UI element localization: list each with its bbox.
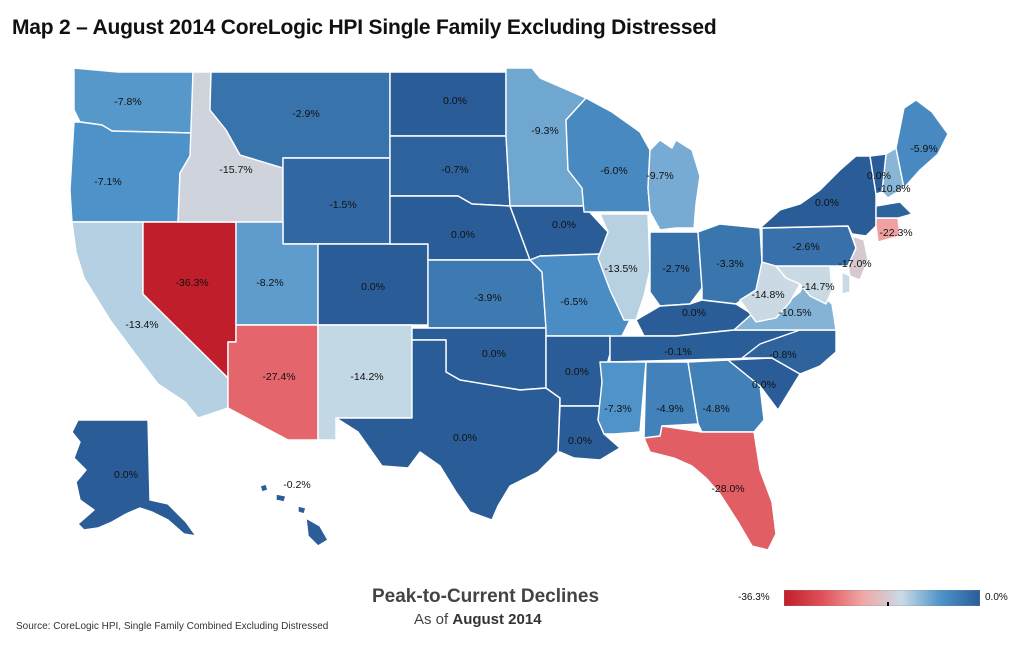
state-label-ia: 0.0% (552, 219, 576, 231)
state-label-al: -4.9% (656, 403, 683, 415)
state-fl (643, 425, 777, 551)
state-label-mo: -6.5% (560, 296, 587, 308)
state-label-nj: -17.0% (838, 258, 871, 270)
map-title: Map 2 – August 2014 CoreLogic HPI Single… (12, 16, 717, 39)
state-ak (71, 419, 197, 537)
state-label-ga: -4.8% (702, 403, 729, 415)
state-label-ny: 0.0% (815, 197, 839, 209)
state-label-ct: -22.3% (879, 227, 912, 239)
state-label-pa: -2.6% (792, 241, 819, 253)
state-label-nc: -0.8% (769, 349, 796, 361)
legend-color-bar (784, 590, 980, 606)
state-label-sd: -0.7% (441, 164, 468, 176)
state-label-co: 0.0% (361, 281, 385, 293)
state-de (841, 271, 851, 295)
state-label-fl: -28.0% (711, 483, 744, 495)
state-label-ks: -3.9% (474, 292, 501, 304)
state-label-ms: -7.3% (604, 403, 631, 415)
state-label-id: -15.7% (219, 164, 252, 176)
legend-subtitle: As of August 2014 (414, 611, 542, 628)
state-tx (335, 339, 561, 521)
state-label-nv: -36.3% (175, 277, 208, 289)
state-label-sc: 0.0% (752, 379, 776, 391)
state-label-ar: 0.0% (565, 366, 589, 378)
legend-max-label: 0.0% (985, 592, 1008, 603)
state-label-wv: -14.8% (751, 289, 784, 301)
state-label-ky: 0.0% (682, 307, 706, 319)
state-label-ak: 0.0% (114, 469, 138, 481)
state-label-tn: -0.1% (664, 346, 691, 358)
source-note: Source: CoreLogic HPI, Single Family Com… (16, 621, 329, 632)
state-label-az: -27.4% (262, 371, 295, 383)
state-mi (647, 139, 701, 231)
state-label-in: -2.7% (662, 263, 689, 275)
state-label-wy: -1.5% (329, 199, 356, 211)
state-ny (759, 155, 877, 237)
state-label-vt: 0.0% (867, 170, 891, 182)
state-label-mn: -9.3% (531, 125, 558, 137)
state-ms (597, 361, 647, 435)
state-label-ne: 0.0% (451, 229, 475, 241)
state-label-nm: -14.2% (350, 371, 383, 383)
state-hi (259, 483, 329, 547)
state-vt (869, 153, 887, 195)
legend-title: Peak-to-Current Declines (372, 586, 600, 607)
state-label-mt: -2.9% (292, 108, 319, 120)
state-label-or: -7.1% (94, 176, 121, 188)
state-il (597, 213, 651, 321)
state-nc (741, 329, 837, 375)
state-label-wi: -6.0% (600, 165, 627, 177)
state-label-ca: -13.4% (125, 319, 158, 331)
state-md (775, 265, 833, 305)
state-me (895, 99, 949, 189)
state-or (69, 121, 194, 223)
state-label-oh: -3.3% (716, 258, 743, 270)
state-label-ut: -8.2% (256, 277, 283, 289)
state-label-me: -5.9% (910, 143, 937, 155)
state-label-nh: -10.8% (877, 183, 910, 195)
labels-layer: -7.8% -7.1% -13.4% -36.3% -15.7% -2.9% -1.5% -8… (94, 95, 937, 495)
state-label-il: -13.5% (604, 263, 637, 275)
legend-min-label: -36.3% (738, 592, 770, 603)
state-label-tx: 0.0% (453, 432, 477, 444)
state-label-la: 0.0% (568, 435, 592, 447)
state-nj (847, 235, 869, 281)
state-label-mi: -9.7% (646, 170, 673, 182)
states-layer (69, 67, 949, 551)
legend-subtitle-prefix: As of (414, 611, 449, 628)
state-label-va: -10.5% (778, 307, 811, 319)
state-label-hi: -0.2% (283, 479, 310, 491)
legend-subtitle-date: August 2014 (452, 611, 542, 628)
state-label-wa: -7.8% (114, 96, 141, 108)
state-label-nd: 0.0% (443, 95, 467, 107)
state-label-md: -14.7% (801, 281, 834, 293)
state-ma (875, 201, 913, 219)
state-label-ok: 0.0% (482, 348, 506, 360)
